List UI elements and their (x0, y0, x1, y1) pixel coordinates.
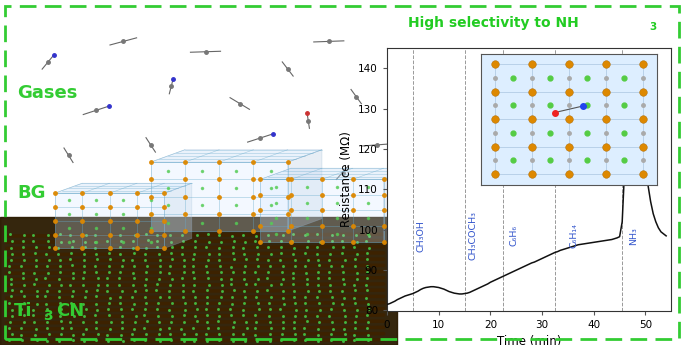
Text: CN: CN (56, 302, 84, 319)
Text: CH₃OH: CH₃OH (416, 220, 426, 252)
Text: 3: 3 (649, 22, 657, 32)
Y-axis label: Resistance (MΩ): Resistance (MΩ) (340, 131, 353, 227)
Text: C₆H₆: C₆H₆ (510, 225, 519, 246)
Polygon shape (260, 179, 384, 242)
X-axis label: Time (min): Time (min) (497, 335, 561, 345)
Polygon shape (151, 150, 322, 162)
Bar (0, 217, 397, 345)
Text: High selectivity to NH: High selectivity to NH (408, 16, 578, 30)
Text: 3: 3 (43, 309, 53, 323)
Text: BG: BG (17, 184, 46, 202)
Polygon shape (260, 168, 414, 179)
Text: Ti: Ti (14, 302, 32, 319)
Text: CH₃COCH₃: CH₃COCH₃ (469, 211, 477, 260)
Polygon shape (55, 183, 192, 193)
Text: Gases: Gases (17, 84, 77, 102)
Polygon shape (151, 162, 288, 231)
Polygon shape (164, 183, 192, 248)
Polygon shape (288, 150, 322, 231)
Polygon shape (384, 168, 414, 241)
Text: NH₃: NH₃ (629, 227, 638, 245)
Text: C₆H₁₄: C₆H₁₄ (569, 224, 578, 248)
Polygon shape (55, 193, 164, 248)
